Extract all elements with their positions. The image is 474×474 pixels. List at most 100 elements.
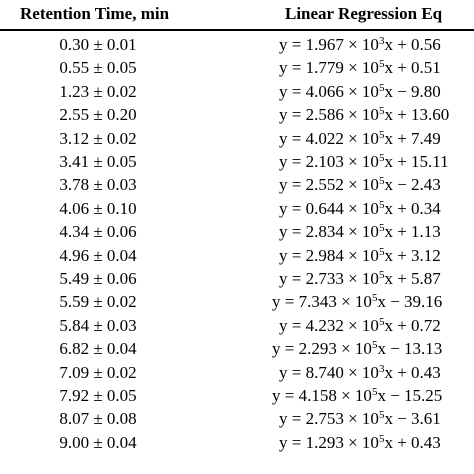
retention-time-cell: 0.30 ± 0.01 — [59, 35, 137, 54]
retention-time-cell: 5.49 ± 0.06 — [59, 269, 137, 288]
retention-time-cell: 5.59 ± 0.02 — [59, 292, 137, 312]
retention-time-cell: 3.41 ± 0.05 — [59, 152, 137, 171]
equation-cell: y = 2.984 × 105x + 3.12 — [279, 246, 441, 266]
equation-remainder: x + 15.11 — [384, 152, 449, 171]
equation-cell: y = 2.753 × 105x − 3.61 — [279, 409, 441, 429]
equation-cell: y = 4.066 × 105x − 9.80 — [279, 82, 441, 102]
table-row: 9.00 ± 0.04 y = 1.293 × 105x + 0.43 — [0, 433, 474, 456]
retention-time-cell: 2.55 ± 0.20 — [59, 105, 137, 125]
retention-time-cell: 7.09 ± 0.02 — [59, 362, 137, 382]
equation-cell: y = 7.343 × 105x − 39.16 — [272, 292, 442, 312]
equation-coefficient: y = 2.753 × 10 — [279, 409, 379, 429]
equation-cell: y = 2.552 × 105x − 2.43 — [279, 175, 441, 195]
equation-cell: y = 2.834 × 105x + 1.13 — [279, 222, 441, 242]
equation-remainder: x + 0.43 — [384, 362, 441, 382]
equation-coefficient: y = 8.740 × 10 — [279, 362, 379, 382]
equation-remainder: x + 0.72 — [384, 315, 441, 335]
equation-coefficient: y = 4.066 × 10 — [279, 81, 379, 101]
table-row: 4.96 ± 0.04 y = 2.984 × 105x + 3.12 — [0, 246, 474, 269]
equation-exponent: 5 — [378, 198, 385, 211]
equation-remainder: x − 13.13 — [377, 339, 443, 359]
equation-exponent: 5 — [378, 269, 385, 281]
table-row: 5.84 ± 0.03 y = 4.232 × 105x + 0.72 — [0, 316, 474, 339]
equation-remainder: x − 39.16 — [377, 292, 443, 312]
equation-coefficient: y = 2.103 × 10 — [279, 152, 379, 171]
table-row: 1.23 ± 0.02 y = 4.066 × 105x − 9.80 — [0, 82, 474, 105]
equation-cell: y = 4.232 × 105x + 0.72 — [279, 316, 441, 336]
retention-time-cell: 3.12 ± 0.02 — [59, 128, 137, 148]
equation-remainder: x − 15.25 — [377, 386, 443, 405]
equation-coefficient: y = 2.586 × 10 — [279, 105, 379, 125]
header-retention-time: Retention Time, min — [20, 4, 170, 23]
table-row: 8.07 ± 0.08 y = 2.753 × 105x − 3.61 — [0, 409, 474, 432]
equation-coefficient: y = 1.967 × 10 — [279, 35, 379, 54]
table-row: 3.78 ± 0.03 y = 2.552 × 105x − 2.43 — [0, 175, 474, 198]
equation-exponent: 5 — [378, 152, 385, 164]
equation-exponent: 5 — [378, 432, 385, 445]
equation-coefficient: y = 2.293 × 10 — [272, 339, 372, 359]
equation-remainder: x + 0.34 — [384, 198, 441, 218]
equation-remainder: x − 3.61 — [384, 409, 441, 429]
equation-exponent: 5 — [378, 58, 385, 71]
equation-coefficient: y = 0.644 × 10 — [279, 198, 379, 218]
table-row: 5.59 ± 0.02 y = 7.343 × 105x − 39.16 — [0, 292, 474, 315]
equation-coefficient: y = 2.552 × 10 — [279, 175, 379, 195]
header-linear-regression-equation: Linear Regression Eq — [285, 4, 443, 23]
table-row: 7.09 ± 0.02 y = 8.740 × 103x + 0.43 — [0, 363, 474, 386]
table-row: 0.30 ± 0.01 y = 1.967 × 103x + 0.56 — [0, 35, 474, 58]
retention-time-cell: 3.78 ± 0.03 — [59, 175, 137, 195]
header-rule — [0, 29, 474, 31]
equation-exponent: 5 — [378, 222, 385, 235]
equation-coefficient: y = 4.232 × 10 — [279, 315, 379, 335]
retention-time-cell: 4.34 ± 0.06 — [59, 222, 137, 242]
table-row: 4.34 ± 0.06 y = 2.834 × 105x + 1.13 — [0, 222, 474, 245]
retention-time-cell: 5.84 ± 0.03 — [59, 315, 137, 335]
table-row: 0.55 ± 0.05 y = 1.779 × 105x + 0.51 — [0, 58, 474, 81]
retention-time-cell: 8.07 ± 0.08 — [59, 409, 137, 429]
table-row: 7.92 ± 0.05 y = 4.158 × 105x − 15.25 — [0, 386, 474, 409]
retention-time-cell: 4.96 ± 0.04 — [59, 245, 137, 265]
equation-coefficient: y = 1.779 × 10 — [279, 58, 379, 78]
retention-time-cell: 4.06 ± 0.10 — [59, 198, 137, 218]
equation-remainder: x − 2.43 — [384, 175, 441, 195]
equation-remainder: x + 7.49 — [384, 128, 441, 148]
equation-cell: y = 2.293 × 105x − 13.13 — [272, 339, 442, 359]
equation-exponent: 3 — [378, 35, 385, 47]
equation-remainder: x + 0.43 — [384, 432, 441, 452]
equation-cell: y = 2.586 × 105x + 13.60 — [279, 105, 449, 125]
equation-cell: y = 1.779 × 105x + 0.51 — [279, 58, 441, 78]
equation-exponent: 5 — [371, 386, 378, 398]
table-row: 6.82 ± 0.04 y = 2.293 × 105x − 13.13 — [0, 339, 474, 362]
equation-cell: y = 2.733 × 105x + 5.87 — [279, 269, 441, 289]
equation-exponent: 5 — [378, 105, 385, 118]
retention-time-cell: 6.82 ± 0.04 — [59, 339, 137, 359]
equation-coefficient: y = 1.293 × 10 — [279, 432, 379, 452]
equation-remainder: x + 5.87 — [384, 269, 441, 288]
retention-time-cell: 7.92 ± 0.05 — [59, 386, 137, 405]
equation-cell: y = 1.293 × 105x + 0.43 — [279, 433, 441, 453]
equation-remainder: x + 3.12 — [384, 245, 441, 265]
equation-exponent: 5 — [378, 175, 385, 188]
equation-cell: y = 1.967 × 103x + 0.56 — [279, 35, 441, 55]
equation-exponent: 5 — [371, 339, 378, 352]
equation-cell: y = 0.644 × 105x + 0.34 — [279, 199, 441, 219]
equation-exponent: 5 — [378, 128, 385, 141]
equation-cell: y = 8.740 × 103x + 0.43 — [279, 363, 441, 383]
equation-remainder: x − 9.80 — [384, 81, 441, 101]
table-row: 3.12 ± 0.02 y = 4.022 × 105x + 7.49 — [0, 129, 474, 152]
equation-cell: y = 2.103 × 105x + 15.11 — [279, 152, 449, 172]
equation-coefficient: y = 2.984 × 10 — [279, 245, 379, 265]
equation-remainder: x + 1.13 — [384, 222, 441, 242]
equation-remainder: x + 0.51 — [384, 58, 441, 78]
retention-time-cell: 1.23 ± 0.02 — [59, 81, 137, 101]
equation-cell: y = 4.022 × 105x + 7.49 — [279, 129, 441, 149]
table-row: 3.41 ± 0.05 y = 2.103 × 105x + 15.11 — [0, 152, 474, 175]
table-row: 2.55 ± 0.20 y = 2.586 × 105x + 13.60 — [0, 105, 474, 128]
equation-exponent: 5 — [378, 81, 385, 94]
retention-time-cell: 9.00 ± 0.04 — [59, 432, 137, 452]
equation-exponent: 5 — [378, 315, 385, 328]
equation-coefficient: y = 2.834 × 10 — [279, 222, 379, 242]
equation-coefficient: y = 2.733 × 10 — [279, 269, 379, 288]
equation-cell: y = 4.158 × 105x − 15.25 — [272, 386, 442, 406]
